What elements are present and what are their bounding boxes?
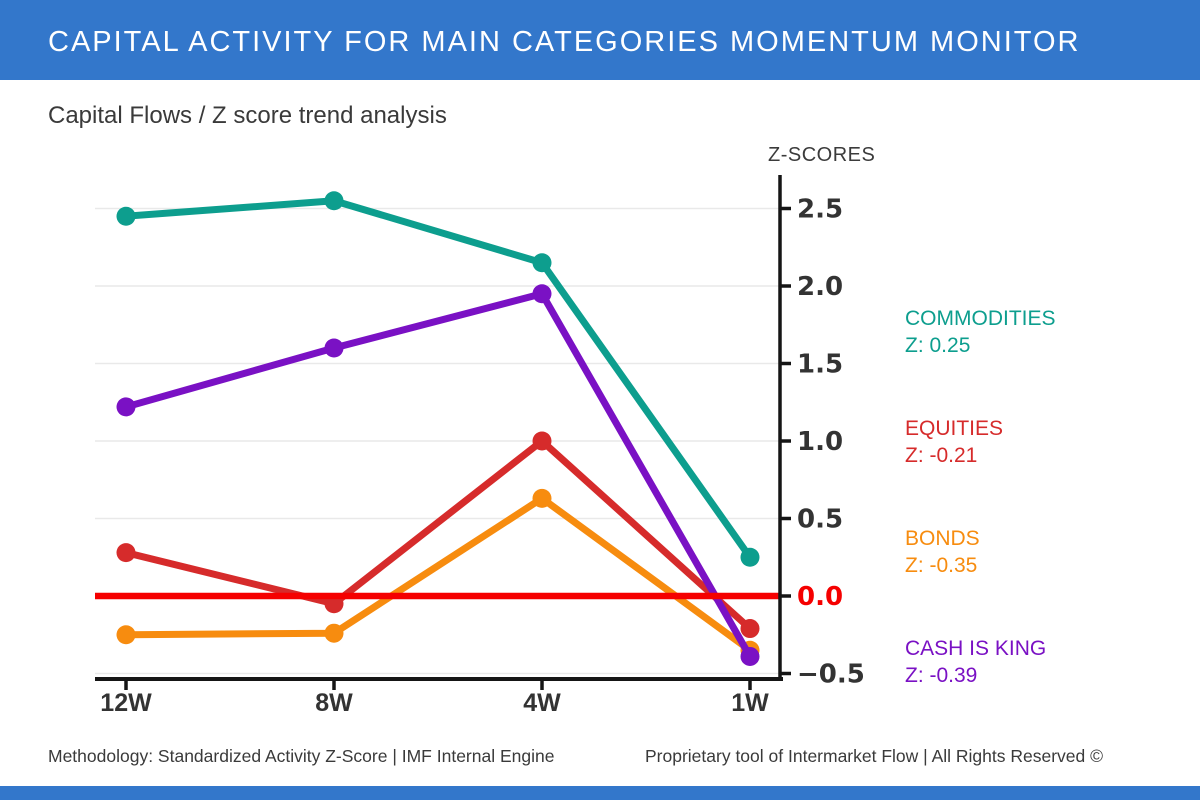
legend-series-zscore: Z: -0.21 — [905, 444, 978, 467]
legend-series-name: BONDS — [905, 527, 980, 550]
legend-item-commodities: COMMODITIES Z: 0.25 — [905, 305, 1056, 359]
data-point-bonds-8W — [324, 623, 344, 643]
zscore-line-chart: 2.5 2.0 1.5 1.0 0.5 0.0 −0.5 12W 8W 4W 1W — [95, 175, 865, 717]
legend-series-zscore: Z: 0.25 — [905, 334, 971, 357]
y-tick-label-0.5: 0.5 — [797, 505, 843, 535]
legend-item-cash-is-king: CASH IS KING Z: -0.39 — [905, 635, 1056, 689]
data-point-commodities-1W — [740, 547, 760, 567]
data-point-commodities-12W — [116, 206, 136, 226]
y-tick-label-2: 2.0 — [797, 272, 843, 302]
legend-series-name: EQUITIES — [905, 417, 1004, 440]
y-axis-title: Z-SCORES — [768, 144, 876, 166]
footer-methodology: Methodology: Standardized Activity Z-Sco… — [48, 746, 555, 766]
legend-series-name: COMMODITIES — [905, 307, 1056, 330]
bottom-accent-bar — [0, 786, 1200, 800]
series-line-bonds — [122, 494, 754, 654]
y-tick-label-0: 0.0 — [797, 582, 843, 612]
legend-item-bonds: BONDS Z: -0.35 — [905, 525, 1056, 579]
data-point-equities-12W — [116, 543, 136, 563]
data-point-cash-is-king-8W — [324, 338, 344, 358]
footer-copyright: Proprietary tool of Intermarket Flow | A… — [645, 746, 1104, 766]
data-point-bonds-4W — [532, 488, 552, 508]
data-point-cash-is-king-1W — [740, 646, 760, 666]
data-point-cash-is-king-4W — [532, 284, 552, 304]
header-bar: CAPITAL ACTIVITY FOR MAIN CATEGORIES MOM… — [0, 0, 1200, 80]
legend-series-zscore: Z: -0.35 — [905, 554, 978, 577]
y-tick-label-2.5: 2.5 — [797, 195, 843, 225]
data-point-cash-is-king-12W — [116, 397, 136, 417]
data-point-equities-1W — [740, 619, 760, 639]
x-tick-label-12W: 12W — [100, 689, 152, 717]
series-line-commodities — [122, 197, 754, 561]
series-line-equities — [122, 437, 754, 633]
data-point-bonds-12W — [116, 625, 136, 645]
y-tick-label-1.5: 1.5 — [797, 350, 843, 380]
legend-series-name: CASH IS KING — [905, 637, 1047, 660]
chart-legend: COMMODITIES Z: 0.25 EQUITIES Z: -0.21 BONDS Z… — [905, 305, 1056, 689]
x-tick-label-1W: 1W — [731, 689, 769, 717]
x-tick-label-4W: 4W — [523, 689, 561, 717]
x-tick-label-8W: 8W — [315, 689, 353, 717]
data-point-commodities-4W — [532, 253, 552, 273]
y-tick-label--0.5: −0.5 — [797, 660, 865, 690]
y-tick-label-1: 1.0 — [797, 427, 843, 457]
data-point-commodities-8W — [324, 191, 344, 211]
chart-subtitle: Capital Flows / Z score trend analysis — [48, 102, 447, 129]
data-point-equities-4W — [532, 431, 552, 451]
page-title: CAPITAL ACTIVITY FOR MAIN CATEGORIES MOM… — [48, 26, 1081, 58]
series-line-cash-is-king — [122, 290, 754, 660]
legend-item-equities: EQUITIES Z: -0.21 — [905, 415, 1056, 469]
legend-series-zscore: Z: -0.39 — [905, 664, 978, 687]
